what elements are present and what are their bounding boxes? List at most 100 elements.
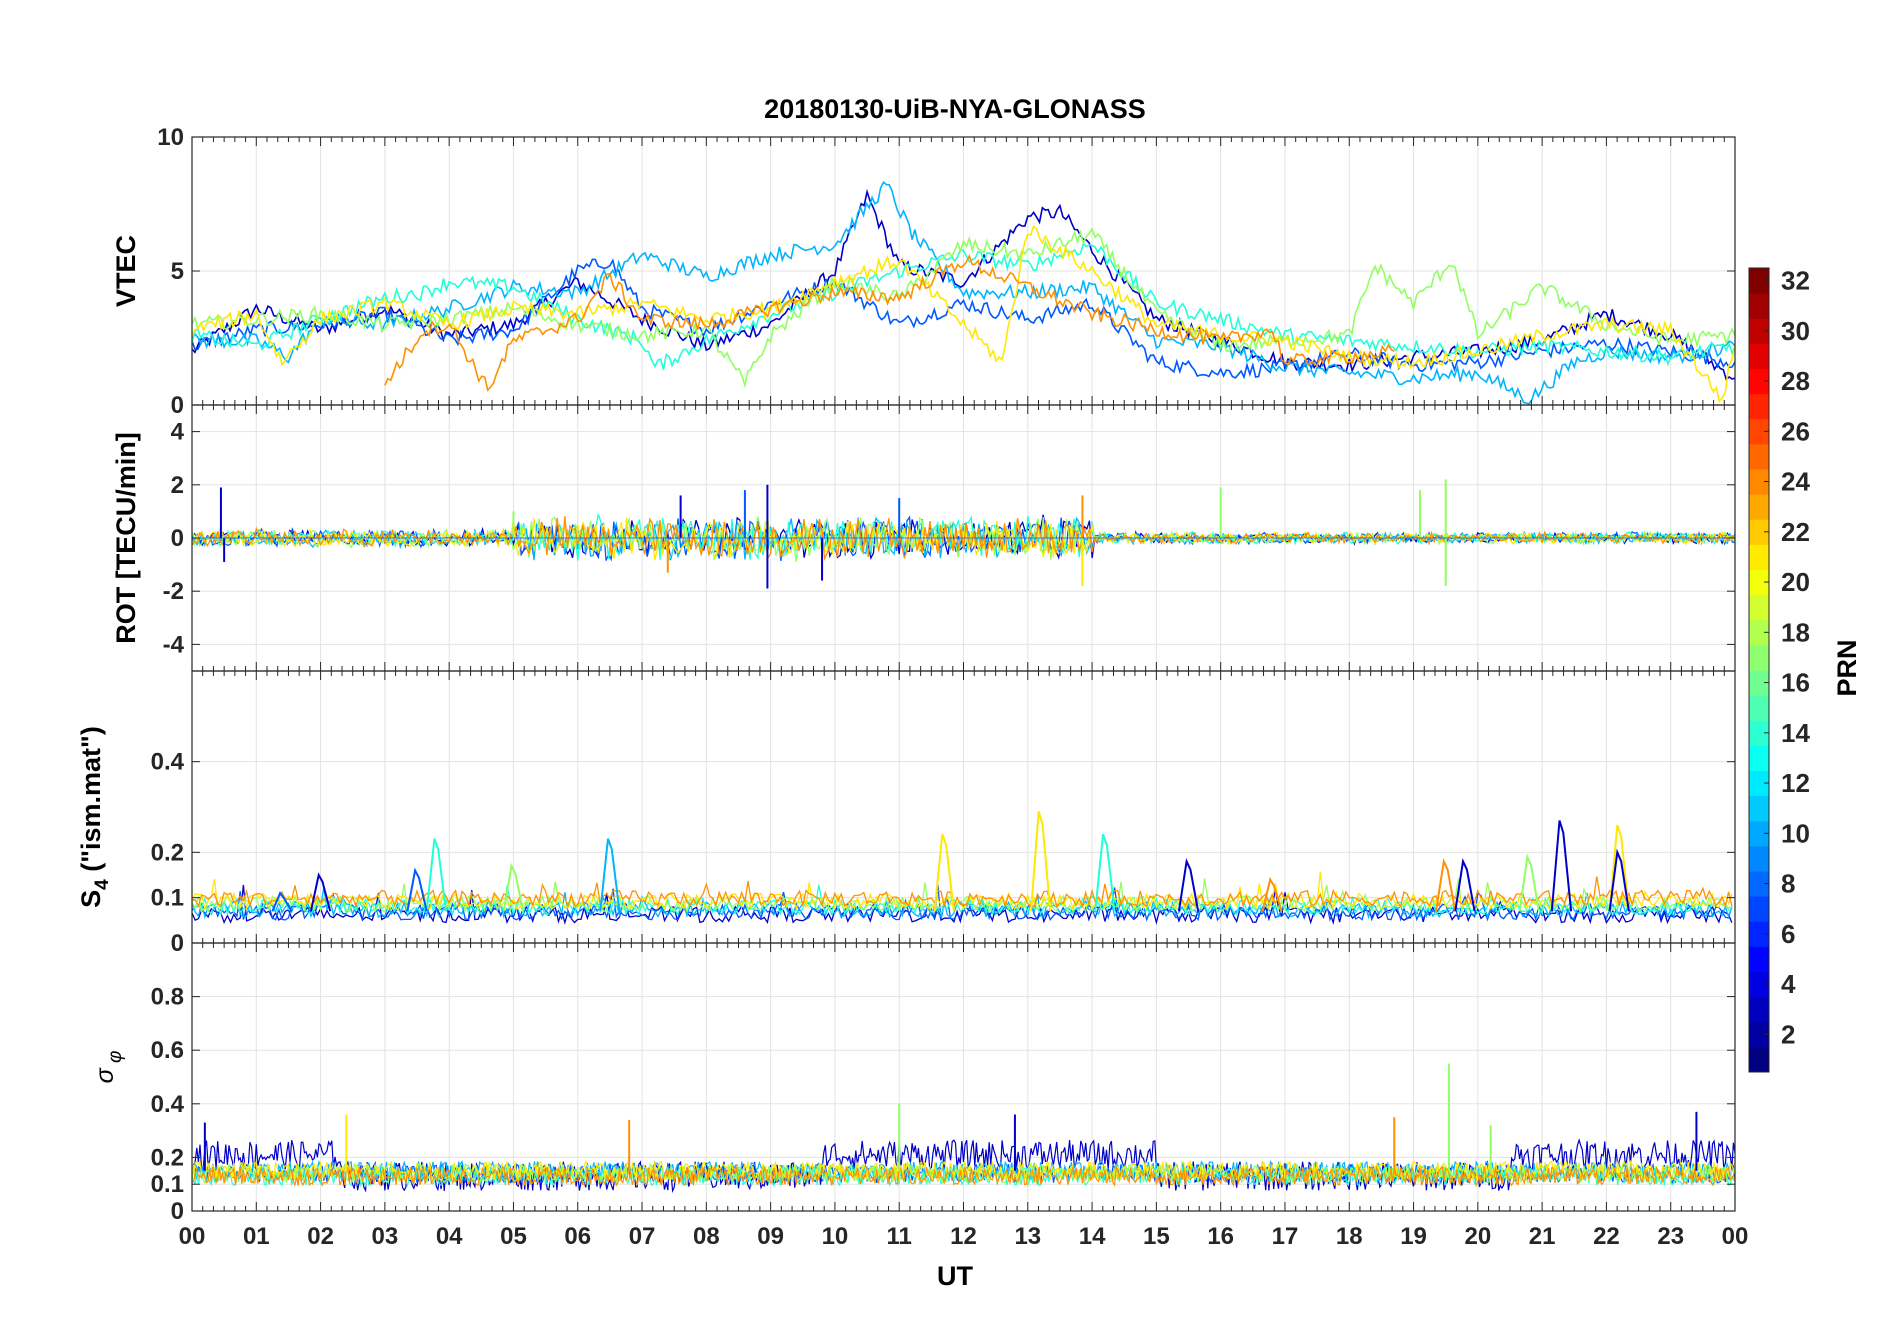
x-tick-label: 22 xyxy=(1593,1223,1620,1250)
y-tick-label: 0.4 xyxy=(151,749,185,776)
s4-peak xyxy=(406,867,428,912)
y-tick-label: -4 xyxy=(163,631,185,658)
x-ticks xyxy=(191,137,1736,405)
y-tick-label: 4 xyxy=(171,419,185,446)
x-tick-label: 19 xyxy=(1400,1223,1427,1250)
colorbar-segment xyxy=(1749,544,1769,570)
colorbar-tick-label: 14 xyxy=(1781,718,1810,748)
colorbar-segment xyxy=(1749,845,1769,872)
colorbar-segment xyxy=(1749,393,1769,420)
y-tick-label: -2 xyxy=(163,578,184,605)
x-tick-label: 02 xyxy=(307,1223,334,1250)
s4-peak xyxy=(1030,811,1052,912)
data-lines xyxy=(192,180,1735,405)
vtec-series-prn-6 xyxy=(192,258,1735,380)
colorbar-segment xyxy=(1749,469,1769,495)
colorbar-segment xyxy=(1749,670,1769,696)
y-label-part: φ xyxy=(105,1051,126,1069)
vtec-series-prn-10 xyxy=(192,180,1735,405)
x-tick-label: 11 xyxy=(887,1223,912,1250)
x-tick-label: 05 xyxy=(500,1223,527,1250)
x-tick-label: 17 xyxy=(1272,1223,1299,1250)
s4-peak xyxy=(1177,857,1200,912)
colorbar-segment xyxy=(1749,318,1769,344)
colorbar-segment xyxy=(1749,770,1769,797)
colorbar-segment xyxy=(1749,644,1769,671)
y-tick-label: 0 xyxy=(171,1198,184,1225)
colorbar-tick-label: 24 xyxy=(1781,467,1810,497)
colorbar-tick-label: 4 xyxy=(1781,969,1796,999)
y-axis-label: σ φ xyxy=(91,1051,126,1084)
panel-sigma-phi: 00.10.2 0.4 0.6 0.8 σ φ xyxy=(91,942,1736,1225)
panel-rot: -4 -2 0 2 4 ROT [TECU/min] xyxy=(111,404,1736,672)
colorbar-segment xyxy=(1749,795,1769,822)
colorbar-tick-label: 2 xyxy=(1781,1019,1795,1049)
sigma-series xyxy=(192,1162,1735,1185)
colorbar-tick-label: 28 xyxy=(1781,366,1810,396)
rot-series xyxy=(192,516,1735,562)
colorbar-tick-label: 16 xyxy=(1781,668,1810,698)
colorbar-segment xyxy=(1749,1046,1769,1073)
x-ticks xyxy=(191,943,1736,1211)
x-ticks xyxy=(191,405,1736,671)
colorbar-segment xyxy=(1749,343,1769,369)
colorbar-segment xyxy=(1749,494,1769,520)
panel-s4: 0 0.1 0.2 0.4 S4 ("ism.mat") xyxy=(76,670,1736,957)
x-tick-label: 09 xyxy=(757,1223,784,1250)
colorbar-tick-label: 10 xyxy=(1781,818,1810,848)
colorbar-segment xyxy=(1749,820,1769,847)
colorbar-segment xyxy=(1749,971,1769,998)
colorbar-tick-label: 30 xyxy=(1781,316,1810,346)
y-tick-label: 0.2 xyxy=(151,1144,184,1171)
y-tick-label: 0.6 xyxy=(151,1037,184,1064)
colorbar-segment xyxy=(1749,443,1769,470)
s4-peak xyxy=(1608,824,1630,912)
vtec-series-prn-14 xyxy=(192,242,1735,370)
colorbar-tick-label: 26 xyxy=(1781,416,1810,446)
sigma-series xyxy=(192,1164,1735,1188)
colorbar-segment xyxy=(1749,368,1769,395)
colorbar-segment xyxy=(1749,1021,1769,1048)
colorbar-segment xyxy=(1749,896,1769,922)
colorbar-segment xyxy=(1749,293,1769,319)
s4-series xyxy=(192,884,1733,922)
colorbar-segment xyxy=(1749,996,1769,1023)
y-tick-label: 0 xyxy=(171,392,184,419)
colorbar-segment xyxy=(1749,418,1769,445)
colorbar-tick-label: 32 xyxy=(1781,266,1810,296)
vtec-series-prn-23 xyxy=(384,253,1395,392)
s4-series xyxy=(192,876,1733,909)
y-tick-label: 2 xyxy=(171,472,184,499)
x-tick-label: 23 xyxy=(1657,1223,1684,1250)
panel-vtec: 0 5 10 VTEC xyxy=(111,124,1736,419)
y-tick-label: 0 xyxy=(171,930,184,957)
y-axis-label: VTEC xyxy=(111,235,141,307)
colorbar-segment xyxy=(1749,268,1769,294)
colorbar-frame xyxy=(1748,267,1770,1073)
colorbar-tick-label: 6 xyxy=(1781,919,1795,949)
colorbar-segment xyxy=(1749,871,1769,897)
x-ticks xyxy=(191,671,1736,943)
colorbar-tick-label: 8 xyxy=(1781,869,1795,899)
colorbar-segment xyxy=(1749,921,1769,947)
y-axis-label: ROT [TECU/min] xyxy=(111,432,141,643)
y-tick-label: 0.2 xyxy=(151,839,184,866)
colorbar-segment xyxy=(1749,695,1769,721)
x-tick-label: 14 xyxy=(1079,1223,1106,1250)
vtec-series-prn-2 xyxy=(192,188,1735,381)
s4-peak xyxy=(309,872,332,912)
s4-peak xyxy=(1454,858,1476,912)
x-tick-label: 21 xyxy=(1529,1223,1556,1250)
data-lines xyxy=(192,479,1735,589)
s4-peak xyxy=(1435,857,1457,912)
x-tick-label: 15 xyxy=(1143,1223,1170,1250)
x-tick-label: 00 xyxy=(179,1223,206,1250)
x-tick-label: 00 xyxy=(1722,1223,1749,1250)
y-label-part: σ xyxy=(91,1067,119,1083)
x-tick-label: 12 xyxy=(950,1223,977,1250)
x-tick-label: 03 xyxy=(372,1223,399,1250)
s4-peak xyxy=(933,833,955,912)
y-label-part: S xyxy=(76,890,106,908)
